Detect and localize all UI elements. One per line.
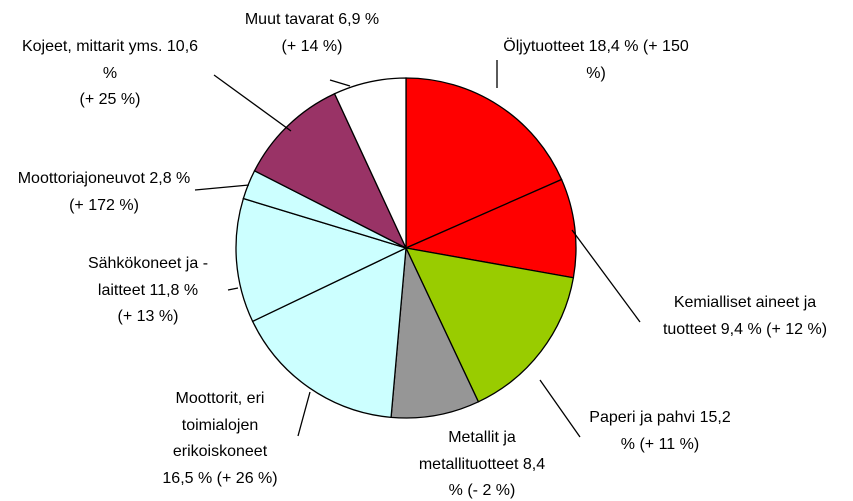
leader-line: [194, 184, 250, 191]
change-label: (- 2 %): [467, 482, 516, 499]
pie-slice: [390, 245, 480, 419]
category-label: Moottoriajoneuvot: [17, 170, 145, 187]
slice-label: Sähkökoneet ja -laitteet 11,8 % (+ 13 %): [73, 251, 223, 331]
pie-slice: [333, 77, 407, 249]
category-label: Moottorit, eri toimialojen erikoiskoneet: [172, 390, 268, 460]
value-label: 16,5 %: [162, 469, 213, 487]
category-label: Muut tavarat: [244, 11, 334, 28]
slice-label: Öljytuotteet 18,4 % (+ 150 %): [496, 34, 696, 87]
change-label: (+ 150 %): [586, 38, 689, 82]
change-label: (+ 11 %): [639, 435, 700, 453]
slice-label: Kojeet, mittarit yms. 10,6 % (+ 25 %): [15, 34, 205, 114]
value-label: 15,2 %: [620, 409, 731, 453]
value-label: 2,8 %: [149, 170, 191, 187]
change-label: (+ 26 %): [216, 469, 278, 487]
category-label: Kojeet, mittarit yms.: [21, 38, 163, 55]
value-label: 10,6 %: [102, 38, 199, 82]
leader-line: [297, 391, 311, 437]
slice-label: Muut tavarat 6,9 % (+ 14 %): [232, 7, 392, 60]
change-label: (+ 14 %): [281, 37, 343, 55]
slice-label: Moottorit, eri toimialojen erikoiskoneet…: [160, 386, 280, 492]
pie-slice: [404, 247, 575, 403]
value-label: 6,9 %: [338, 11, 380, 28]
change-label: (+ 25 %): [79, 91, 141, 108]
category-label: Metallit ja metallituotteet: [418, 429, 519, 473]
slice-label: Metallit ja metallituotteet 8,4 % (- 2 %…: [417, 425, 547, 501]
leader-line: [329, 79, 351, 87]
category-label: Paperi ja pahvi: [589, 409, 696, 426]
leader-line: [539, 379, 581, 438]
pie-slice: [235, 197, 408, 323]
slice-label: Kemialliset aineet ja tuotteet 9,4 % (+ …: [659, 290, 831, 343]
pie-slice: [405, 77, 563, 249]
change-label: (+ 172 %): [69, 196, 139, 214]
value-label: 9,4 %: [720, 320, 762, 338]
value-label: 8,4 %: [448, 455, 546, 500]
change-label: (+ 12 %): [766, 320, 828, 338]
category-label: Sähkökoneet ja -laitteet: [87, 255, 209, 299]
leader-line: [227, 287, 239, 291]
pie-slice: [253, 92, 408, 250]
pie-slice: [403, 178, 577, 279]
pie-slice: [251, 246, 407, 419]
category-label: Öljytuotteet: [503, 38, 585, 55]
value-label: 18,4 %: [588, 38, 639, 55]
value-label: 11,8 %: [149, 281, 199, 299]
slice-label: Moottoriajoneuvot 2,8 % (+ 172 %): [9, 166, 199, 219]
leader-line: [571, 229, 641, 323]
slice-label: Paperi ja pahvi 15,2 % (+ 11 %): [585, 405, 735, 458]
leader-line: [213, 74, 292, 132]
change-label: (+ 13 %): [117, 308, 179, 325]
category-label: Kemialliset aineet ja tuotteet: [662, 294, 817, 338]
